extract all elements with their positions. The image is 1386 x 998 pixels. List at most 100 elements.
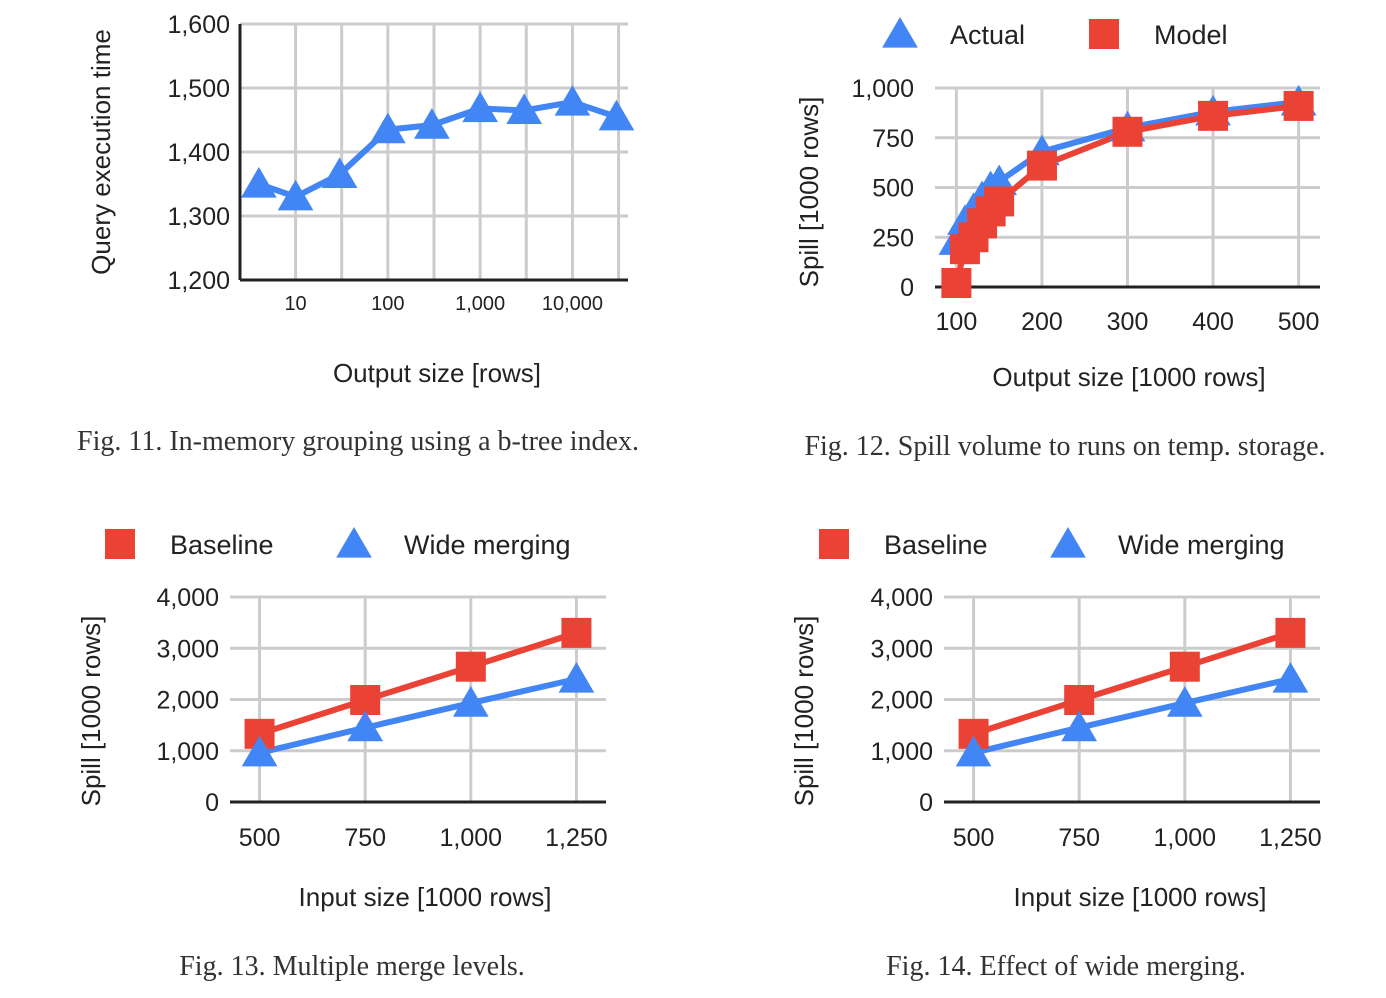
- y-tick-label: 2,000: [156, 687, 219, 715]
- chart-fig12: 0 250 500 750 1,000 100 200 300 400 500 Output siz…: [794, 17, 1326, 462]
- legend-label: Wide merging: [404, 530, 571, 560]
- y-tick-label: 1,600: [167, 11, 230, 39]
- y-axis-label: Spill [1000 rows]: [76, 616, 106, 807]
- data-point-triangle: [240, 167, 277, 198]
- data-point-triangle: [1166, 686, 1203, 717]
- legend-label: Wide merging: [1118, 530, 1285, 560]
- y-tick-label: 1,400: [167, 139, 230, 167]
- data-point-triangle: [277, 179, 314, 211]
- chart-fig13: 0 1,000 2,000 3,000 4,000 500 750 1,000 1,250 Inp…: [76, 527, 608, 982]
- series-line-data: [257, 99, 618, 200]
- y-tick-label: 3,000: [156, 635, 219, 663]
- data-point-square: [1026, 150, 1057, 181]
- x-tick-label: 200: [1021, 308, 1063, 336]
- x-axis-label: Output size [rows]: [333, 358, 541, 388]
- x-tick-label: 300: [1107, 308, 1149, 336]
- legend-marker: [105, 529, 135, 559]
- series-line-baseline: [972, 630, 1292, 737]
- data-point-square: [941, 268, 972, 299]
- y-tick-label: 1,500: [167, 75, 230, 103]
- x-tick-label: 750: [344, 824, 386, 852]
- data-point-square: [561, 617, 592, 648]
- data-point-triangle: [462, 91, 498, 123]
- y-tick-label: 4,000: [156, 584, 219, 612]
- figure-caption: Fig. 13. Multiple merge levels.: [179, 951, 525, 982]
- data-point-triangle: [506, 93, 543, 124]
- data-point-square: [1169, 651, 1200, 682]
- x-tick-label: 750: [1058, 824, 1100, 852]
- y-tick-label: 4,000: [870, 584, 933, 612]
- series-line-wide-merging: [972, 676, 1292, 756]
- y-tick-label: 0: [919, 789, 933, 817]
- data-point-triangle: [241, 735, 278, 767]
- y-tick-label: 1,200: [167, 267, 230, 295]
- data-point-square: [984, 186, 1015, 217]
- data-point-square: [350, 685, 381, 716]
- data-point-triangle: [347, 710, 384, 742]
- legend-label: Baseline: [884, 530, 988, 560]
- data-point-triangle: [558, 662, 595, 693]
- x-tick-label: 1,000: [455, 293, 505, 315]
- x-tick-label: 10: [284, 293, 306, 315]
- x-tick-label: 500: [953, 824, 995, 852]
- data-point-square: [1064, 685, 1095, 716]
- chart-fig14: 0 1,000 2,000 3,000 4,000 500 750 1,000 1,250 Inp…: [789, 527, 1322, 982]
- y-tick-label: 0: [900, 274, 914, 302]
- x-tick-label: 500: [1278, 308, 1320, 336]
- x-axis-label: Input size [1000 rows]: [299, 882, 552, 912]
- data-point-triangle: [321, 157, 358, 188]
- x-tick-label: 100: [371, 293, 404, 315]
- data-point-square: [1112, 116, 1143, 147]
- data-point-square: [455, 651, 486, 682]
- y-axis-label: Spill [1000 rows]: [794, 97, 824, 288]
- figure-caption: Fig. 12. Spill volume to runs on temp. s…: [804, 431, 1325, 462]
- legend-marker: [1050, 527, 1086, 558]
- data-point-triangle: [955, 735, 992, 767]
- data-point-triangle: [1061, 710, 1098, 742]
- legend-label: Baseline: [170, 530, 274, 560]
- legend-marker: [1089, 19, 1119, 49]
- y-tick-label: 1,000: [851, 75, 914, 103]
- figure-caption: Fig. 11. In-memory grouping using a b-tr…: [77, 426, 639, 457]
- legend-label: Model: [1154, 20, 1228, 50]
- data-point-square: [1275, 617, 1306, 648]
- x-tick-label: 100: [936, 308, 978, 336]
- data-point-triangle: [598, 99, 635, 131]
- data-point-square: [1198, 100, 1229, 131]
- legend-marker: [882, 17, 918, 48]
- y-tick-label: 2,000: [870, 687, 933, 715]
- x-tick-label: 1,250: [1259, 824, 1322, 852]
- y-tick-label: 0: [205, 789, 219, 817]
- y-tick-label: 1,300: [167, 203, 230, 231]
- y-tick-label: 3,000: [870, 635, 933, 663]
- legend-marker: [819, 529, 849, 559]
- x-tick-label: 1,000: [440, 824, 503, 852]
- y-tick-label: 1,000: [870, 738, 933, 766]
- y-axis-label: Query execution time: [86, 29, 116, 275]
- chart-fig11: 1,200 1,300 1,400 1,500 1,600 10 100 1,000 10,00…: [77, 11, 639, 457]
- data-point-triangle: [414, 108, 450, 139]
- x-tick-label: 1,250: [545, 824, 608, 852]
- legend-label: Actual: [950, 20, 1025, 50]
- y-axis-label: Spill [1000 rows]: [789, 616, 819, 807]
- data-point-triangle: [452, 686, 489, 717]
- data-point-square: [1283, 90, 1314, 121]
- data-point-triangle: [1272, 662, 1309, 693]
- series-line-baseline: [258, 630, 578, 737]
- y-tick-label: 250: [872, 224, 914, 252]
- x-tick-label: 400: [1192, 308, 1234, 336]
- legend-marker: [336, 527, 372, 558]
- x-tick-label: 500: [239, 824, 281, 852]
- y-tick-label: 500: [872, 175, 914, 203]
- y-tick-label: 750: [872, 125, 914, 153]
- series-line-wide-merging: [258, 676, 578, 756]
- x-tick-label: 1,000: [1154, 824, 1217, 852]
- y-tick-label: 1,000: [156, 738, 219, 766]
- x-axis-label: Input size [1000 rows]: [1014, 882, 1267, 912]
- figure-caption: Fig. 14. Effect of wide merging.: [886, 951, 1246, 982]
- x-tick-label: 10,000: [542, 293, 603, 315]
- x-axis-label: Output size [1000 rows]: [992, 362, 1265, 392]
- data-point-triangle: [370, 112, 406, 144]
- data-point-triangle: [554, 85, 591, 116]
